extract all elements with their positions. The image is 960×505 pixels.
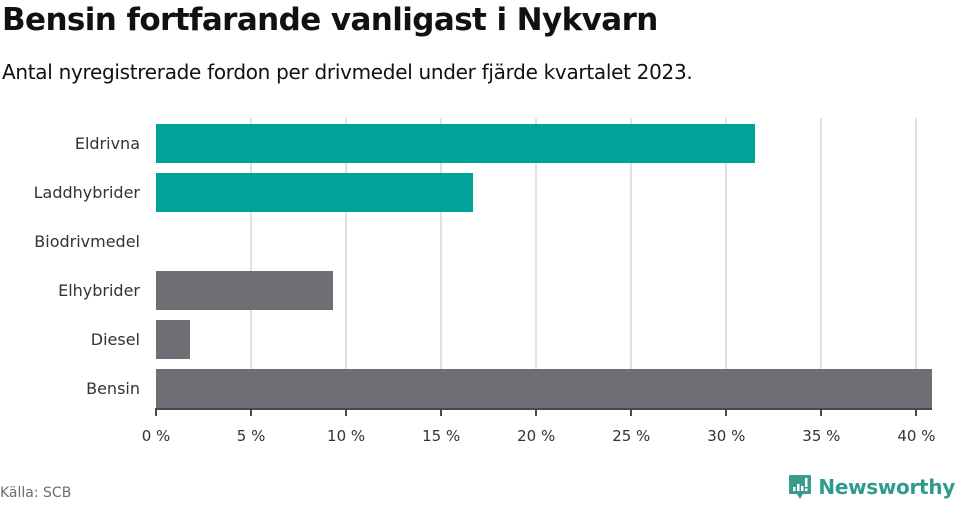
bar-eldrivna <box>156 124 755 163</box>
x-tick <box>345 408 348 416</box>
x-tick-label: 40 % <box>897 427 936 445</box>
x-tick-label: 10 % <box>327 427 366 445</box>
x-tick <box>820 408 823 416</box>
bar-elhybrider <box>156 271 333 310</box>
chart-subtitle: Antal nyregistrerade fordon per drivmede… <box>2 60 693 84</box>
x-tick-label: 5 % <box>236 427 266 445</box>
x-tick-label: 15 % <box>422 427 461 445</box>
bar-chart: Eldrivna Laddhybrider Biodrivmedel Elhybrid… <box>0 115 960 455</box>
gridline <box>440 118 443 413</box>
category-label: Elhybrider <box>58 281 140 300</box>
x-tick <box>535 408 538 416</box>
gridline <box>535 118 538 413</box>
category-label: Laddhybrider <box>33 183 140 202</box>
x-tick-label: 25 % <box>612 427 651 445</box>
x-tick <box>440 408 443 416</box>
category-label: Eldrivna <box>74 134 140 153</box>
x-tick-label: 0 % <box>141 427 171 445</box>
gridline <box>630 118 633 413</box>
source-note: Källa: SCB <box>0 485 72 501</box>
x-tick <box>725 408 728 416</box>
x-tick <box>915 408 918 416</box>
x-tick-label: 35 % <box>802 427 841 445</box>
chart-title: Bensin fortfarande vanligast i Nykvarn <box>2 2 658 38</box>
gridline <box>250 118 253 413</box>
x-tick-label: 30 % <box>707 427 746 445</box>
x-tick-label: 20 % <box>517 427 556 445</box>
gridline <box>915 118 918 413</box>
newsworthy-logo: Newsworthy <box>788 474 955 500</box>
brand-name: Newsworthy <box>818 475 955 499</box>
x-tick <box>155 408 157 416</box>
category-label: Diesel <box>90 330 140 349</box>
gridline <box>725 118 728 413</box>
gridline <box>345 118 348 413</box>
x-tick <box>630 408 633 416</box>
x-axis-line <box>156 408 932 410</box>
gridline <box>820 118 823 413</box>
x-tick <box>250 408 253 416</box>
category-label: Bensin <box>86 379 140 398</box>
category-label: Biodrivmedel <box>34 232 140 251</box>
bar-bensin <box>156 369 932 408</box>
bar-diesel <box>156 320 191 359</box>
bar-laddhybrider <box>156 173 474 212</box>
chart-speech-bubble-icon <box>789 475 812 499</box>
